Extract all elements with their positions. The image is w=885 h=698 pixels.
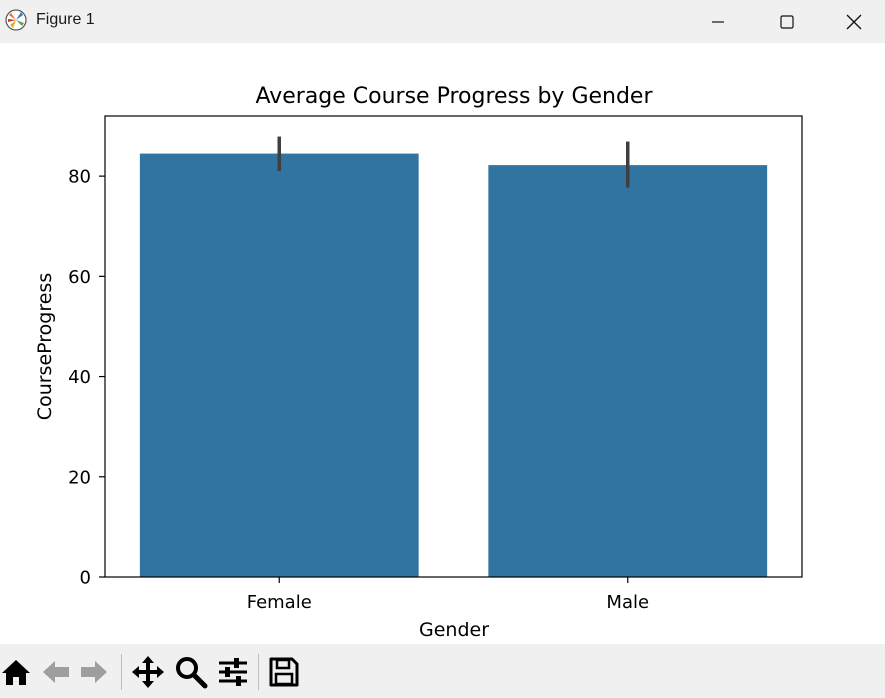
close-button[interactable] — [823, 0, 885, 43]
toolbar-separator — [121, 654, 122, 690]
figure-canvas[interactable]: Average Course Progress by Gender 0 20 40 6… — [0, 43, 885, 644]
sliders-icon — [219, 658, 247, 686]
bar-chart: Average Course Progress by Gender 0 20 40 6… — [34, 84, 803, 641]
home-button[interactable] — [0, 654, 32, 690]
x-tick-label: Male — [606, 592, 649, 613]
x-axis-label: Gender — [419, 619, 489, 641]
bars-layer — [139, 153, 768, 578]
y-tick-label: 40 — [68, 367, 91, 388]
matplotlib-icon — [5, 9, 27, 31]
forward-button[interactable] — [78, 654, 110, 690]
window-title: Figure 1 — [36, 11, 95, 28]
minimize-icon — [712, 20, 724, 23]
y-tick-label: 20 — [68, 467, 91, 488]
zoom-button[interactable] — [173, 654, 209, 690]
maximize-icon — [780, 14, 794, 29]
maximize-button[interactable] — [752, 0, 822, 43]
y-tick-label: 0 — [80, 568, 91, 589]
title-bar: Figure 1 — [0, 0, 885, 43]
x-tick-label: Female — [247, 592, 312, 613]
minimize-button[interactable] — [683, 0, 753, 43]
home-icon — [2, 660, 30, 685]
save-button[interactable] — [266, 654, 302, 690]
y-tick-label: 80 — [68, 167, 91, 188]
configure-subplots-button[interactable] — [215, 654, 251, 690]
y-tick-label: 60 — [68, 267, 91, 288]
bar-male — [488, 165, 768, 578]
y-axis-label: CourseProgress — [34, 273, 56, 420]
floppy-disk-icon — [269, 657, 299, 687]
pan-button[interactable] — [130, 654, 166, 690]
chart-title: Average Course Progress by Gender — [255, 84, 653, 109]
y-axis-ticks: 0 20 40 60 80 — [68, 167, 105, 589]
back-arrow-icon — [43, 661, 69, 683]
errorbars-layer — [277, 136, 630, 188]
forward-arrow-icon — [81, 661, 107, 683]
move-icon — [132, 656, 164, 688]
magnifier-icon — [176, 657, 208, 689]
navigation-toolbar — [0, 644, 885, 698]
x-axis-ticks: Female Male — [247, 577, 649, 613]
back-button[interactable] — [40, 654, 72, 690]
axes-frame — [104, 115, 803, 578]
bar-female — [139, 153, 419, 577]
close-icon — [846, 14, 862, 29]
toolbar-separator — [258, 654, 259, 690]
